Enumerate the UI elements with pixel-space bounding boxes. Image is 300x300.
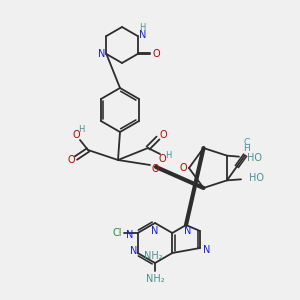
Text: H: H	[165, 152, 171, 160]
Text: N: N	[98, 49, 105, 59]
Text: N: N	[151, 226, 159, 236]
Text: HO: HO	[249, 173, 264, 183]
Text: O: O	[179, 163, 187, 173]
Text: N: N	[184, 226, 192, 236]
Text: NH₂: NH₂	[144, 251, 162, 261]
Text: H: H	[78, 124, 84, 134]
Text: C: C	[244, 138, 250, 147]
Text: Cl: Cl	[113, 228, 122, 238]
Text: N: N	[203, 245, 211, 255]
Text: O: O	[151, 164, 159, 174]
Text: N: N	[130, 246, 137, 256]
Text: HO: HO	[247, 153, 262, 163]
Text: NH₂: NH₂	[146, 274, 164, 284]
Text: O: O	[153, 49, 160, 59]
Text: N: N	[139, 30, 146, 40]
Text: N: N	[126, 230, 134, 240]
Text: O: O	[72, 130, 80, 140]
Text: O: O	[158, 154, 166, 164]
Text: H: H	[244, 144, 250, 153]
Text: O: O	[67, 155, 75, 165]
Text: O: O	[159, 130, 167, 140]
Text: H: H	[140, 23, 146, 32]
